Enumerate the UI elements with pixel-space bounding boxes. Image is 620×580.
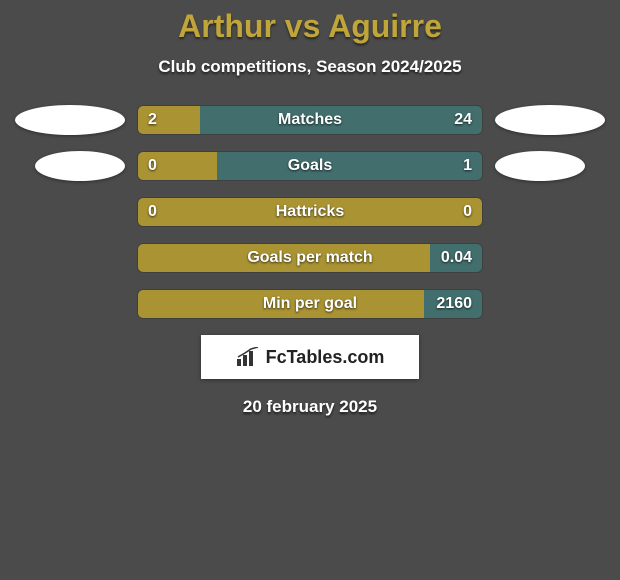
stat-row: 0Hattricks0 [0,197,620,227]
stat-label: Goals [138,152,482,180]
spacer [15,197,125,227]
logo-box[interactable]: FcTables.com [201,335,419,379]
stat-right-value: 24 [454,106,472,134]
chart-icon [236,347,260,367]
stat-row: 2Matches24 [0,105,620,135]
stat-right-value: 1 [463,152,472,180]
stat-bar: Min per goal2160 [137,289,483,319]
stat-bar: 0Goals1 [137,151,483,181]
stat-right-value: 2160 [436,290,472,318]
stat-bar: 0Hattricks0 [137,197,483,227]
spacer [495,197,605,227]
spacer [495,289,605,319]
page-title: Arthur vs Aguirre [0,8,620,45]
subtitle: Club competitions, Season 2024/2025 [0,57,620,77]
logo-text: FcTables.com [266,347,385,368]
player-right-ellipse [495,151,585,181]
stat-label: Matches [138,106,482,134]
footer-date: 20 february 2025 [0,397,620,417]
stat-row: 0Goals1 [0,151,620,181]
stat-row: Goals per match0.04 [0,243,620,273]
stat-label: Hattricks [138,198,482,226]
stat-right-value: 0 [463,198,472,226]
comparison-widget: Arthur vs Aguirre Club competitions, Sea… [0,0,620,417]
spacer [15,243,125,273]
stat-label: Goals per match [138,244,482,272]
stat-bar: Goals per match0.04 [137,243,483,273]
stat-row: Min per goal2160 [0,289,620,319]
spacer [15,289,125,319]
player-left-ellipse [35,151,125,181]
player-left-ellipse [15,105,125,135]
stat-right-value: 0.04 [441,244,472,272]
stat-bar: 2Matches24 [137,105,483,135]
stat-label: Min per goal [138,290,482,318]
player-right-ellipse [495,105,605,135]
stat-rows: 2Matches240Goals10Hattricks0Goals per ma… [0,105,620,319]
spacer [495,243,605,273]
